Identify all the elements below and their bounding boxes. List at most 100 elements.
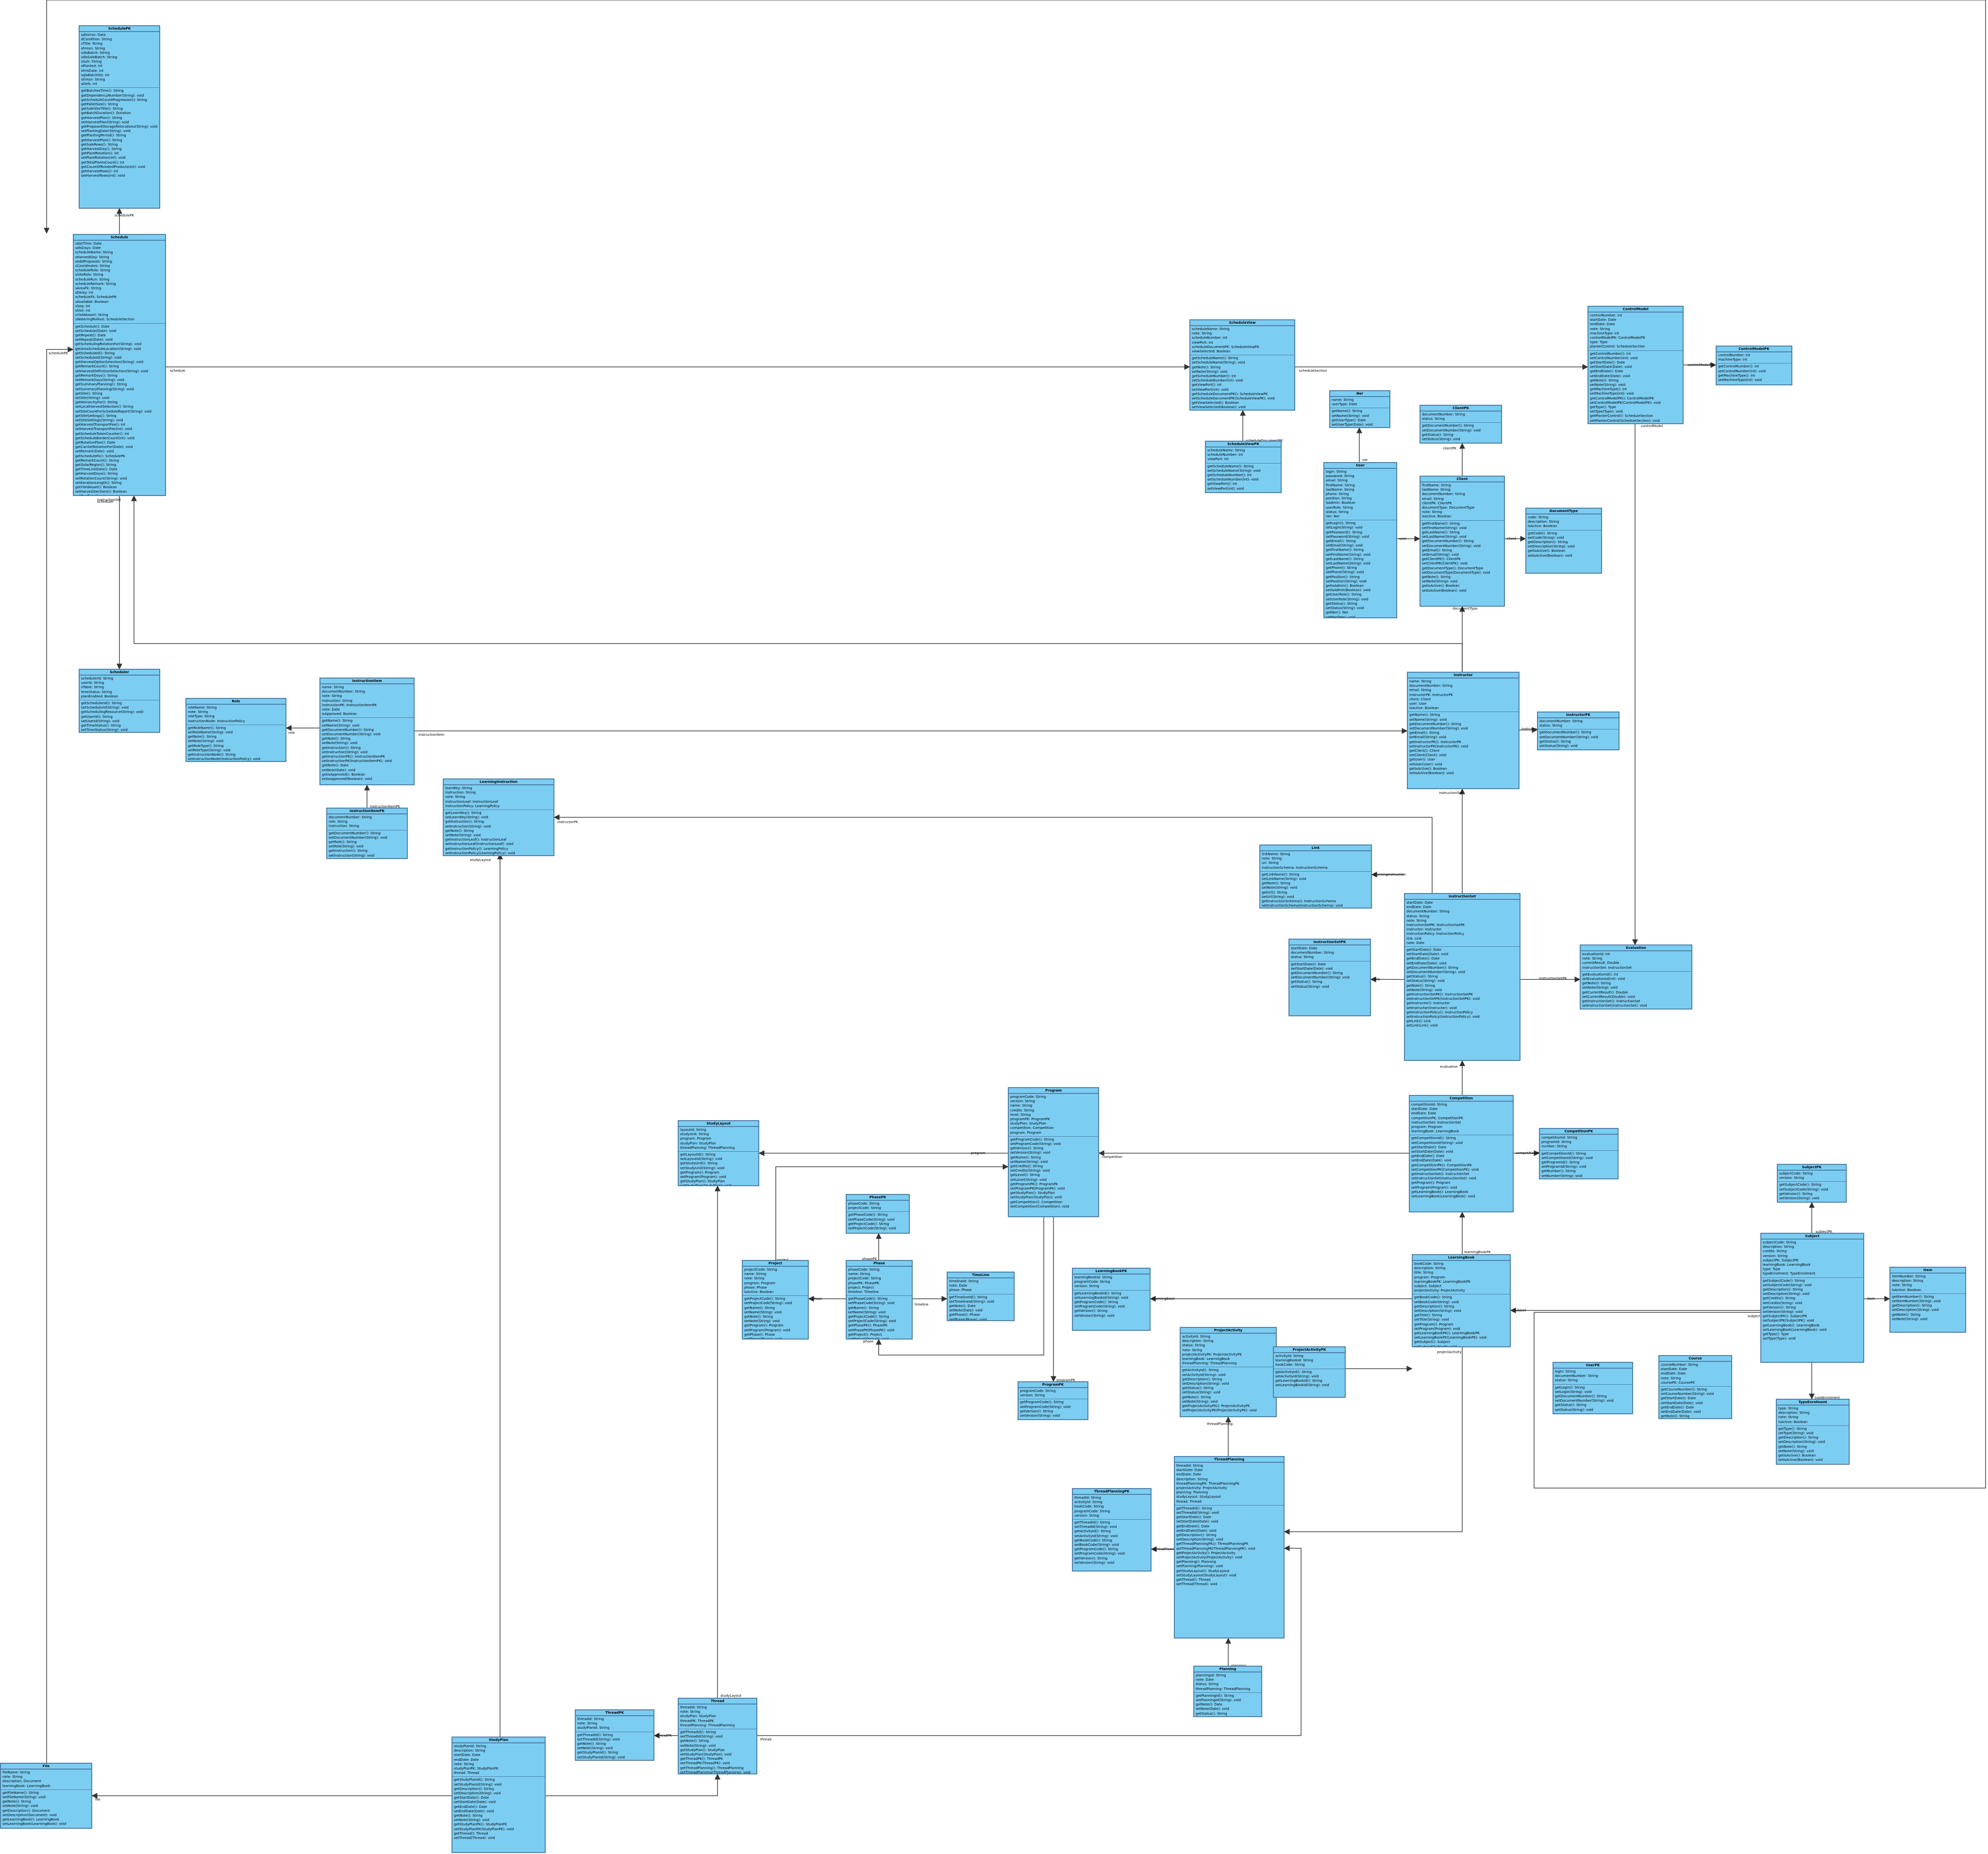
class-box-phase-pk[interactable]: PhasePK phaseCode: String projectCode: Str… [846, 1194, 910, 1234]
attributes-section: name: String documentNumber: String email:… [1408, 679, 1519, 712]
attribute: viewPort: int [1192, 340, 1213, 345]
attribute: threadId: String [1176, 1464, 1203, 1468]
method: getNote(): String [1892, 1312, 1921, 1317]
method: setInstructionPolicy(LearningPolicy): vo… [445, 851, 515, 855]
class-box-project-activity-pk[interactable]: ProjectActivityPK activityId: String learn… [1273, 1346, 1346, 1398]
class-name: Program [1009, 1088, 1098, 1094]
class-box-instruction-item-pk[interactable]: InstructionItemPK documentNumber: String r… [326, 808, 408, 859]
association-label: competitionPK [1516, 1151, 1540, 1155]
method: setClientPK(ClientPK): void [1422, 562, 1468, 566]
class-box-scheduler[interactable]: Scheduler schedulerId: String userId: Stri… [79, 669, 160, 733]
method: setHarvestPlan(String): void [81, 120, 129, 124]
class-box-thread-pk[interactable]: ThreadPK threadId: String note: String stud… [575, 1709, 654, 1761]
class-box-role[interactable]: Role roleName: String note: String roleType… [185, 698, 286, 762]
class-name: ThreadPK [576, 1710, 653, 1716]
method: getDocumentNumber(): String [322, 728, 374, 732]
methods-section: getScheduleName(): String setScheduleName… [1206, 464, 1281, 492]
class-box-document-type[interactable]: DocumentType code: String description: Str… [1525, 508, 1602, 574]
class-box-schedule[interactable]: Schedule sdsl/Time: Date sdlsDays: Date sch… [73, 234, 166, 496]
class-box-user-pk[interactable]: UserPK login: String documentNumber: Strin… [1553, 1362, 1633, 1414]
methods-section: getDocumentNumber(): String setDocumentNu… [1420, 423, 1501, 443]
class-box-program[interactable]: Program programCode: String version: Strin… [1008, 1087, 1099, 1217]
class-box-subject[interactable]: Subject subjectCode: String description: S… [1760, 1233, 1864, 1363]
method: setIsActive(Boolean): void [1422, 588, 1467, 593]
method: getViewPort(): int [1192, 383, 1222, 387]
class-box-planning[interactable]: Planning planningId: String note: Date stat… [1193, 1666, 1262, 1717]
attribute: login: String [1326, 470, 1347, 474]
method: getPhaseCode(): String [848, 1213, 888, 1217]
method: setStatus(String): void [1539, 744, 1578, 748]
class-box-competition-pk[interactable]: CompetitionPK competitionId: String progra… [1539, 1128, 1619, 1179]
attribute: level: String [1010, 1112, 1031, 1117]
association-label: schedulePK [115, 214, 134, 217]
method: getCompetitionPK(): CompetitionPK [1411, 1163, 1472, 1167]
method: setEmail(String): void [1326, 544, 1363, 548]
class-box-program-pk[interactable]: ProgramPK programCode: String version: Str… [1018, 1381, 1088, 1420]
class-box-project[interactable]: Project projectCode: String name: String no… [742, 1260, 809, 1340]
attribute: isActive: Boolean [1422, 514, 1452, 519]
attribute: documentNumber: String [1406, 910, 1450, 914]
class-name: InstructorPK [1538, 712, 1619, 718]
attribute: instructionSet: InstructionSet [1582, 965, 1632, 970]
class-box-ner[interactable]: Ner name: String userType: Date getName(): … [1329, 390, 1390, 428]
attribute: sAvailable: Boolean [75, 299, 109, 304]
method: getStartDate(): Date [1590, 361, 1625, 365]
class-name: LearningInstruction [444, 779, 553, 785]
method: getLevel(): String [1010, 1173, 1040, 1177]
class-box-learning-instruction[interactable]: LearningInstruction learnKey: String instr… [443, 778, 554, 856]
class-name: LearningBook [1413, 1255, 1510, 1261]
class-box-subject-pk[interactable]: SubjectPK subjectCode: String version: Str… [1777, 1164, 1847, 1203]
class-box-item[interactable]: Item itemNumber: String description: Strin… [1889, 1267, 1966, 1333]
method: setDescription(String): void [1176, 1538, 1223, 1542]
class-box-schedule-fk[interactable]: SchedulePK sdlsVrsn: Date dCondition: Stri… [79, 25, 160, 209]
attribute: password: String [1326, 474, 1354, 479]
attribute: bookCode: String [1275, 1363, 1305, 1367]
class-box-thread-planning[interactable]: ThreadPlanning threadId: String startDate:… [1174, 1456, 1285, 1639]
class-box-project-activity[interactable]: ProjectActivity activityId: String descrip… [1180, 1327, 1277, 1417]
class-box-client-pk[interactable]: ClientPK documentNumber: String status: St… [1420, 405, 1502, 444]
class-box-study-layout[interactable]: StudyLayout layoutId: String studyUnit: St… [678, 1120, 759, 1186]
method: getSiteSettings(): String [75, 414, 117, 418]
class-box-course[interactable]: Course courseNumber: String startDate: Dat… [1658, 1355, 1732, 1419]
class-box-thread[interactable]: Thread threadId: String note: String studyP… [678, 1698, 757, 1774]
class-box-timeline[interactable]: TimeLine timelineId: String note: Date phas… [947, 1272, 1015, 1321]
class-box-control-model[interactable]: ControlModel controlNumber: int startDate:… [1587, 306, 1684, 424]
class-box-link[interactable]: Link linkName: String note: String url: Str… [1259, 844, 1372, 909]
attribute: clientPK: ClientPK [1422, 501, 1452, 505]
class-name: InstructionItemPK [327, 809, 407, 814]
class-box-instruction-set-pk[interactable]: InstructionSetPK startDate: Date documentN… [1288, 939, 1371, 1016]
attribute: learningBook: LearningBook [1411, 1129, 1459, 1134]
method: getName(): String [848, 1306, 879, 1310]
class-box-schedule-view-pk[interactable]: ScheduleViewPK scheduleName: String schedu… [1205, 441, 1282, 493]
method: getNote(): String [1582, 981, 1611, 986]
class-box-instruction-item[interactable]: InstructionItem name: String documentNumbe… [319, 678, 415, 785]
attributes-section: phaseCode: String projectCode: String [847, 1201, 909, 1212]
method: getCompetitionId(): String [1541, 1151, 1586, 1156]
method: setPosition(String): void [1326, 579, 1367, 583]
method: setPlanterControl(ScheduleSection): void [1590, 418, 1660, 423]
class-box-type-enrolment[interactable]: TypeEnrolment type: String description: St… [1776, 1399, 1850, 1465]
class-box-phase[interactable]: Phase phaseCode: String name: String projec… [846, 1260, 913, 1340]
class-box-learning-book-pk[interactable]: LearningBookPK learningBookId: String prog… [1072, 1268, 1151, 1331]
class-box-evaluation[interactable]: Evaluation evaluationId: int note: String c… [1580, 944, 1692, 1010]
method: setDescription(String): void [1414, 1309, 1461, 1313]
class-box-thread-planning-pk[interactable]: ThreadPlanningPK threadId: String activity… [1072, 1488, 1152, 1572]
attribute: scheduleNumber: int [1207, 453, 1243, 457]
class-box-instructor-pk[interactable]: InstructorPK documentNumber: String status… [1537, 712, 1620, 750]
association-label: learningInstruction [1374, 873, 1406, 877]
class-box-instructor[interactable]: Instructor name: String documentNumber: St… [1407, 672, 1520, 789]
class-box-schedule-view[interactable]: ScheduleView scheduleName: String note: St… [1189, 319, 1295, 411]
class-box-instruction-set[interactable]: InstructionSet startDate: Date endDate: Da… [1404, 893, 1520, 1061]
class-box-control-model-pk[interactable]: ControlModelPK controlNumber: int machineT… [1716, 346, 1792, 385]
class-box-user[interactable]: User login: String password: String email: … [1323, 462, 1397, 618]
attribute: lastName: String [1422, 488, 1451, 492]
method: getStatus(): String [1422, 432, 1453, 437]
class-box-competition[interactable]: Competition competitionId: String startDat… [1409, 1095, 1514, 1212]
method: getEvaluationId(): int [1582, 972, 1619, 977]
method: getCountOfRotatedProducts(int): void [81, 165, 145, 169]
class-box-learning-book[interactable]: LearningBook bookCode: String description:… [1412, 1254, 1511, 1347]
class-box-file[interactable]: File fileName: String note: String descript… [0, 1763, 92, 1829]
class-box-client[interactable]: Client firstName: String lastName: String d… [1420, 476, 1505, 607]
class-box-study-plan[interactable]: StudyPlan studyPlanId: String description:… [451, 1737, 546, 1853]
